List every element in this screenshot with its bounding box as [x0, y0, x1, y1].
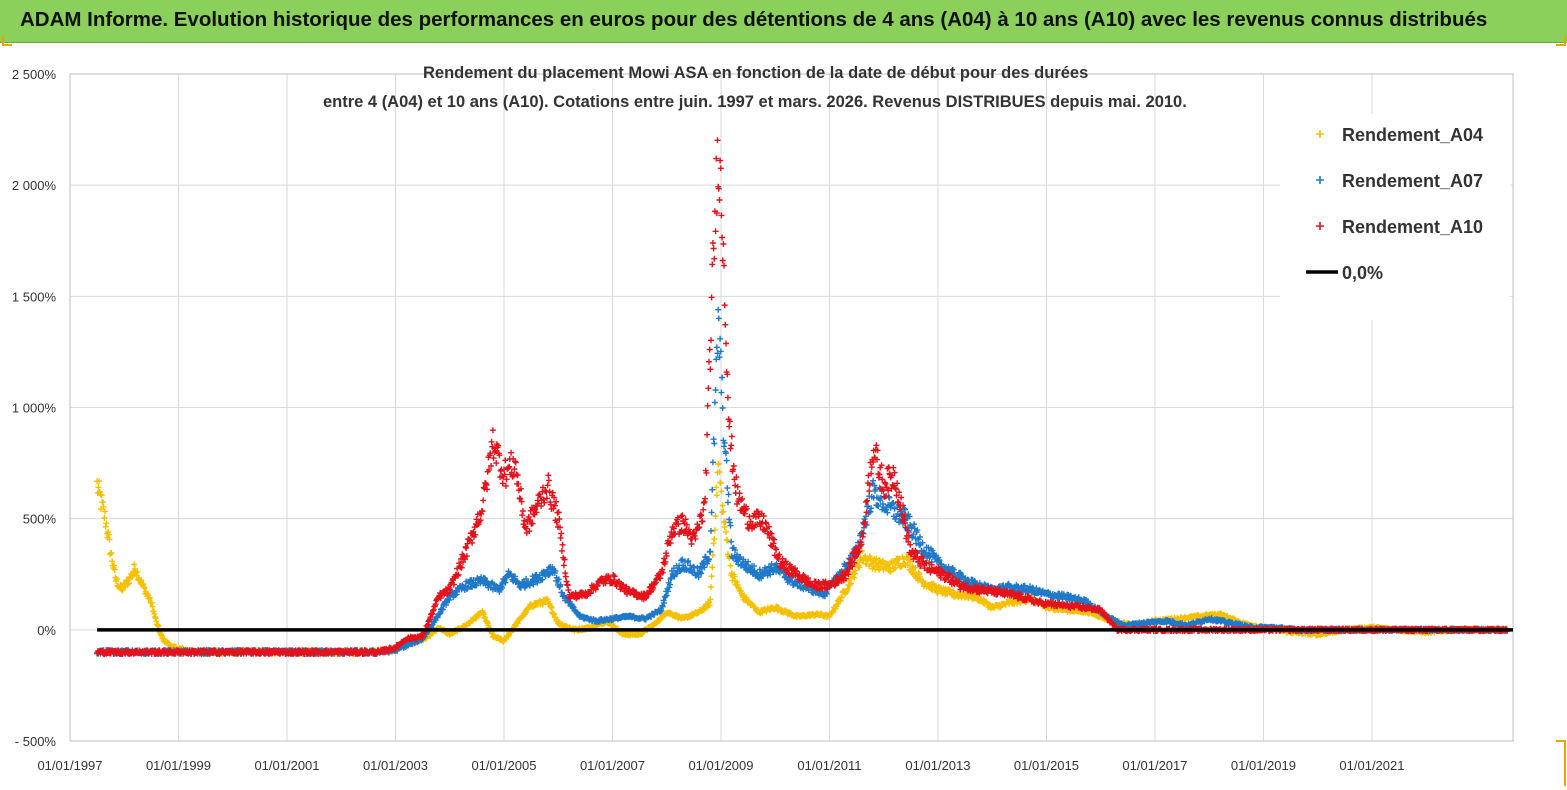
y-tick-label: 2 500%	[12, 67, 57, 82]
x-tick-label: 01/01/2003	[363, 758, 428, 773]
x-tick-label: 01/01/2011	[797, 758, 861, 773]
y-tick-label: 500%	[23, 512, 57, 527]
y-tick-label: 1 000%	[12, 401, 57, 416]
y-tick-label: - 500%	[15, 734, 57, 749]
y-tick-label: 2 000%	[12, 178, 57, 193]
legend-label: Rendement_A07	[1342, 171, 1483, 191]
x-tick-label: 01/01/2005	[471, 758, 536, 773]
legend-label: 0,0%	[1342, 263, 1383, 283]
corner-marker	[1556, 36, 1566, 46]
legend-marker	[1316, 222, 1324, 230]
x-tick-label: 01/01/2001	[254, 758, 319, 773]
chart-area: - 500% 0% 500% 1 000% 1 500% 2 000% 2 500% 01/0…	[0, 42, 1567, 790]
page-title: ADAM Informe. Evolution historique des p…	[20, 8, 1488, 31]
x-tick-label: 01/01/2021	[1339, 758, 1404, 773]
legend-box	[1280, 114, 1510, 320]
y-tick-label: 1 500%	[12, 289, 57, 304]
x-tick-label: 01/01/1997	[37, 758, 102, 773]
x-tick-label: 01/01/2019	[1231, 758, 1296, 773]
x-tick-label: 01/01/2015	[1014, 758, 1079, 773]
legend-marker	[1316, 176, 1324, 184]
corner-marker	[2, 36, 12, 46]
plot-frame	[69, 73, 1514, 742]
legend-label: Rendement_A10	[1342, 217, 1483, 237]
x-tick-label: 01/01/1999	[146, 758, 211, 773]
x-tick-label: 01/01/2013	[905, 758, 970, 773]
legend-marker	[1316, 130, 1324, 138]
y-tick-label: 0%	[37, 623, 56, 638]
legend-label: Rendement_A04	[1342, 125, 1483, 145]
header-bar: ADAM Informe. Evolution historique des p…	[0, 0, 1567, 43]
series-markers	[94, 306, 1511, 658]
x-tick-label: 01/01/2007	[580, 758, 645, 773]
series-rendement-a07	[94, 306, 1511, 658]
corner-marker	[1556, 740, 1566, 786]
chart-svg: - 500% 0% 500% 1 000% 1 500% 2 000% 2 500% 01/0…	[12, 67, 1514, 773]
x-tick-label: 01/01/2017	[1122, 758, 1187, 773]
x-tick-label: 01/01/2009	[688, 758, 753, 773]
